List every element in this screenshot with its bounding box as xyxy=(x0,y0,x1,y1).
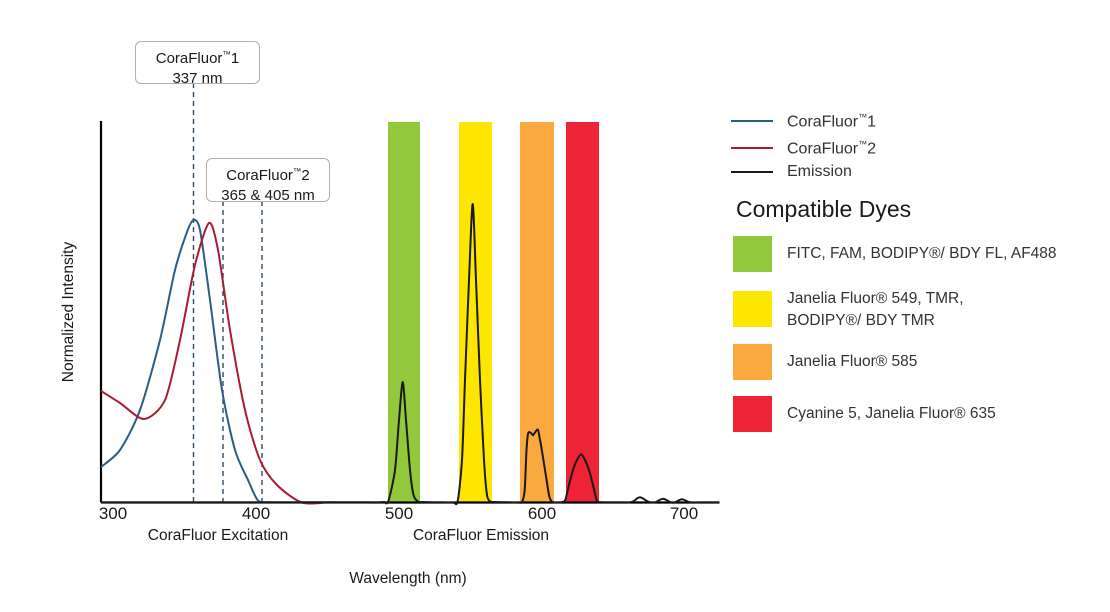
svg-text:CoraFluor Emission: CoraFluor Emission xyxy=(413,527,549,544)
svg-text:Wavelength (nm): Wavelength (nm) xyxy=(349,570,466,587)
svg-text:300: 300 xyxy=(99,504,127,523)
svg-text:Normalized Intensity: Normalized Intensity xyxy=(60,242,77,383)
svg-text:600: 600 xyxy=(528,504,556,523)
svg-text:400: 400 xyxy=(242,504,270,523)
svg-text:500: 500 xyxy=(385,504,413,523)
svg-text:CoraFluor Excitation: CoraFluor Excitation xyxy=(148,527,288,544)
svg-text:700: 700 xyxy=(670,504,698,523)
